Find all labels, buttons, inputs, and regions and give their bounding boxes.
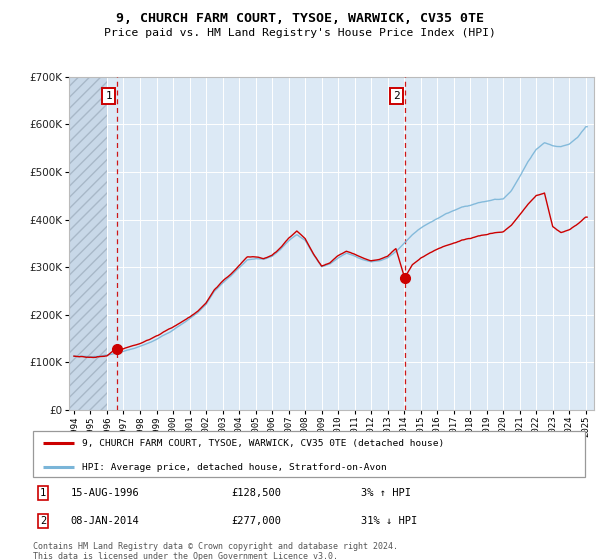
Text: 15-AUG-1996: 15-AUG-1996 bbox=[71, 488, 139, 498]
Text: 3% ↑ HPI: 3% ↑ HPI bbox=[361, 488, 412, 498]
Text: 1: 1 bbox=[106, 91, 112, 101]
Text: Price paid vs. HM Land Registry's House Price Index (HPI): Price paid vs. HM Land Registry's House … bbox=[104, 28, 496, 38]
FancyBboxPatch shape bbox=[33, 431, 585, 477]
Text: 9, CHURCH FARM COURT, TYSOE, WARWICK, CV35 0TE (detached house): 9, CHURCH FARM COURT, TYSOE, WARWICK, CV… bbox=[82, 438, 444, 447]
Text: 2: 2 bbox=[40, 516, 46, 526]
Text: Contains HM Land Registry data © Crown copyright and database right 2024.
This d: Contains HM Land Registry data © Crown c… bbox=[33, 542, 398, 560]
Text: 2: 2 bbox=[393, 91, 400, 101]
Text: £277,000: £277,000 bbox=[232, 516, 282, 526]
Text: 9, CHURCH FARM COURT, TYSOE, WARWICK, CV35 0TE: 9, CHURCH FARM COURT, TYSOE, WARWICK, CV… bbox=[116, 12, 484, 25]
Bar bbox=[69, 77, 107, 410]
Text: HPI: Average price, detached house, Stratford-on-Avon: HPI: Average price, detached house, Stra… bbox=[82, 463, 386, 472]
Text: 1: 1 bbox=[40, 488, 46, 498]
Text: £128,500: £128,500 bbox=[232, 488, 282, 498]
Text: 08-JAN-2014: 08-JAN-2014 bbox=[71, 516, 139, 526]
Text: 31% ↓ HPI: 31% ↓ HPI bbox=[361, 516, 418, 526]
